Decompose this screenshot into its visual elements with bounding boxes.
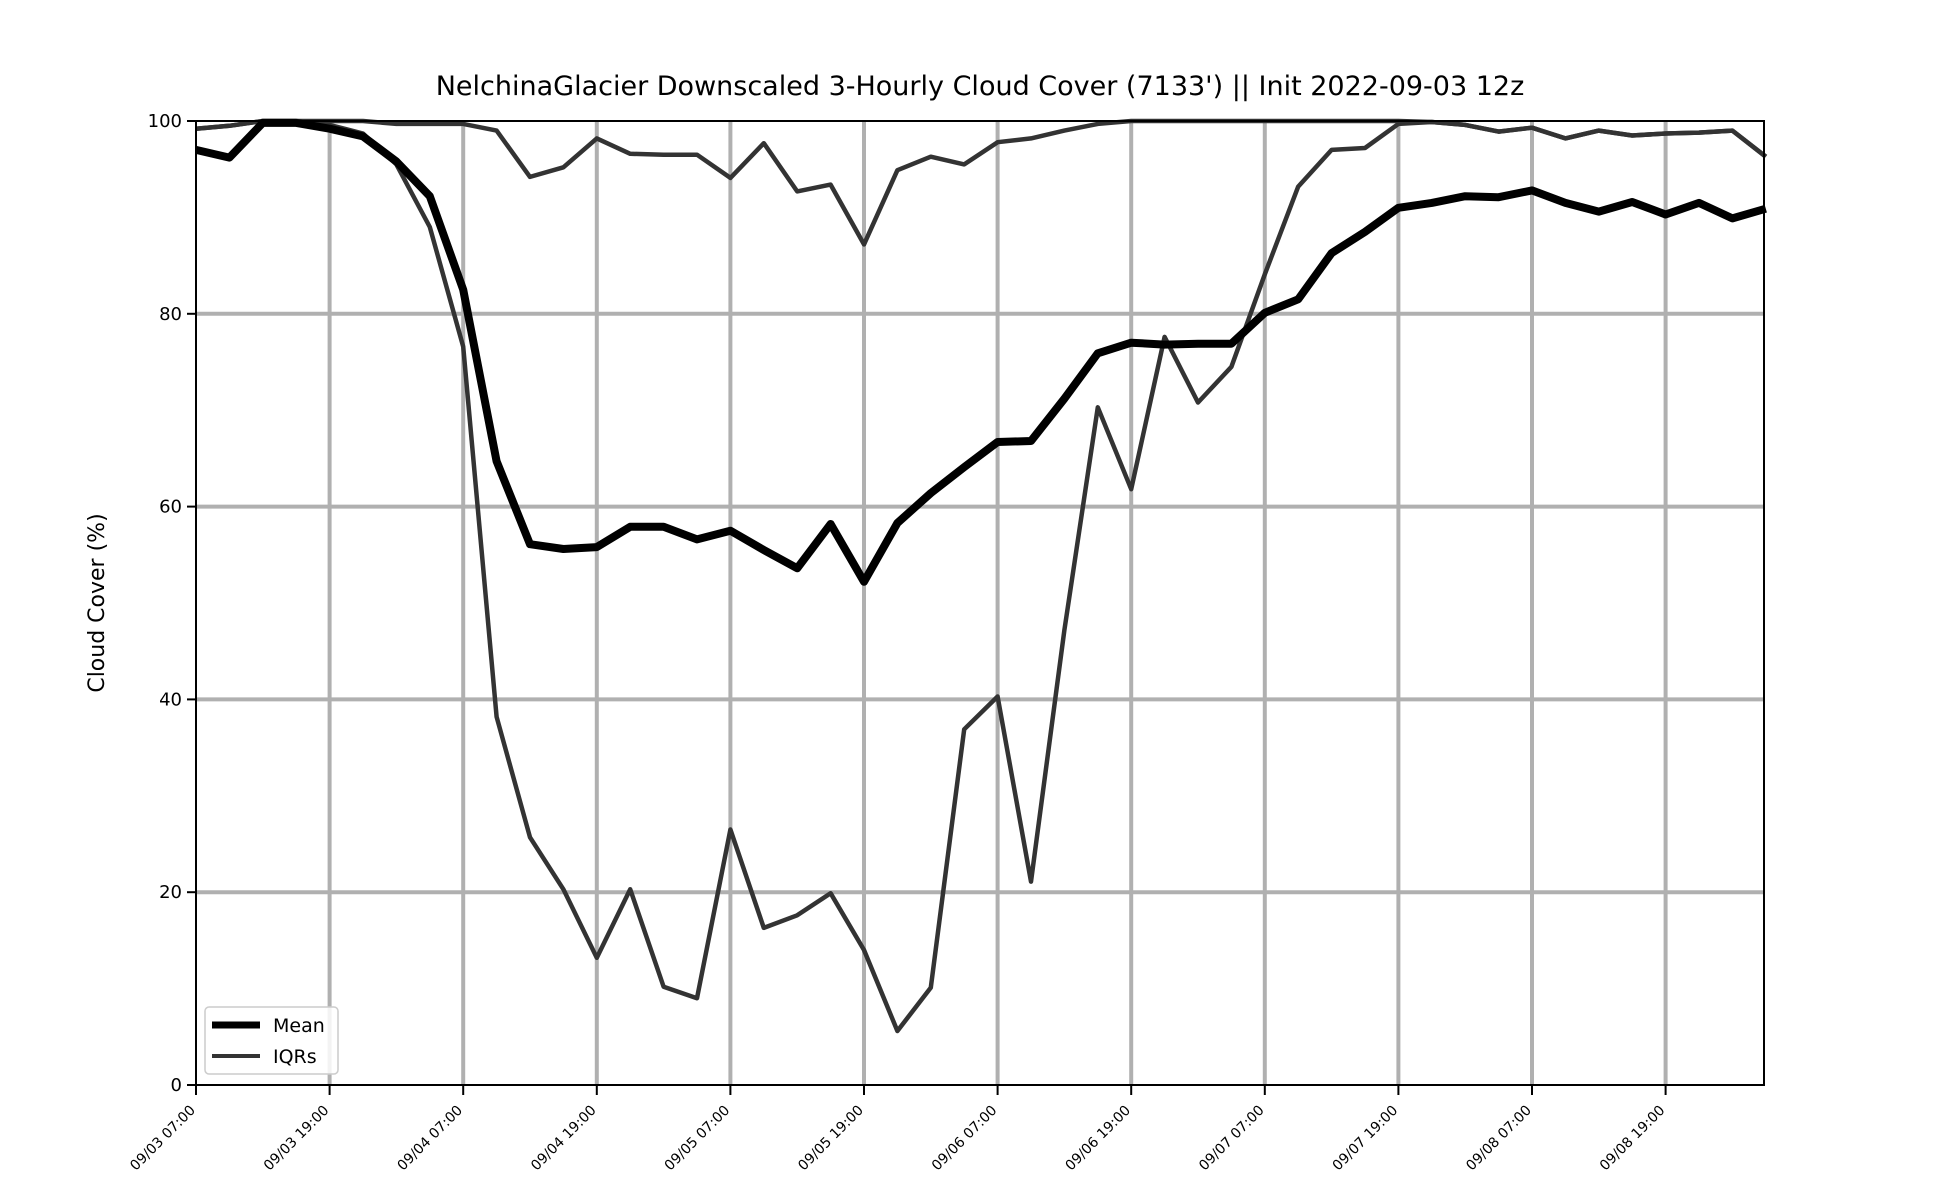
x-tick-label: 09/08 19:00 bbox=[1597, 1103, 1669, 1175]
grid bbox=[196, 121, 1764, 1085]
legend: Mean IQRs bbox=[204, 1006, 339, 1075]
series-line-iqr-upper bbox=[195, 118, 1768, 247]
series-lines bbox=[195, 118, 1768, 1034]
chart-title: NelchinaGlacier Downscaled 3-Hourly Clou… bbox=[436, 71, 1525, 102]
x-tick-label: 09/06 07:00 bbox=[929, 1103, 1001, 1175]
legend-label-iqrs: IQRs bbox=[273, 1046, 317, 1068]
x-tick-label: 09/08 07:00 bbox=[1463, 1103, 1535, 1175]
plot-frame bbox=[195, 120, 1765, 1086]
x-tick-label: 09/04 19:00 bbox=[528, 1103, 600, 1175]
series-line-mean bbox=[195, 118, 1767, 586]
y-axis-label: Cloud Cover (%) bbox=[85, 513, 110, 692]
x-tick-label: 09/05 19:00 bbox=[795, 1103, 867, 1175]
y-tick-label: 60 bbox=[159, 497, 182, 518]
y-tick-label: 0 bbox=[171, 1075, 182, 1096]
x-tick-label: 09/05 07:00 bbox=[662, 1103, 734, 1175]
y-tick-label: 80 bbox=[159, 304, 182, 325]
x-tick-label: 09/07 19:00 bbox=[1330, 1103, 1402, 1175]
x-tick-label: 09/03 19:00 bbox=[261, 1103, 333, 1175]
x-tick-label: 09/07 07:00 bbox=[1196, 1103, 1268, 1175]
x-tick-label: 09/06 19:00 bbox=[1063, 1103, 1135, 1175]
x-tick-label: 09/03 07:00 bbox=[127, 1103, 199, 1175]
legend-label-mean: Mean bbox=[273, 1015, 325, 1037]
y-tick-label: 20 bbox=[159, 882, 182, 903]
axis-ticks: 09/03 07:00 09/03 19:00 09/04 07:00 09/04 1… bbox=[127, 111, 1668, 1174]
y-tick-label: 40 bbox=[159, 689, 182, 710]
y-tick-label: 100 bbox=[148, 111, 182, 132]
x-tick-label: 09/04 07:00 bbox=[395, 1103, 467, 1175]
